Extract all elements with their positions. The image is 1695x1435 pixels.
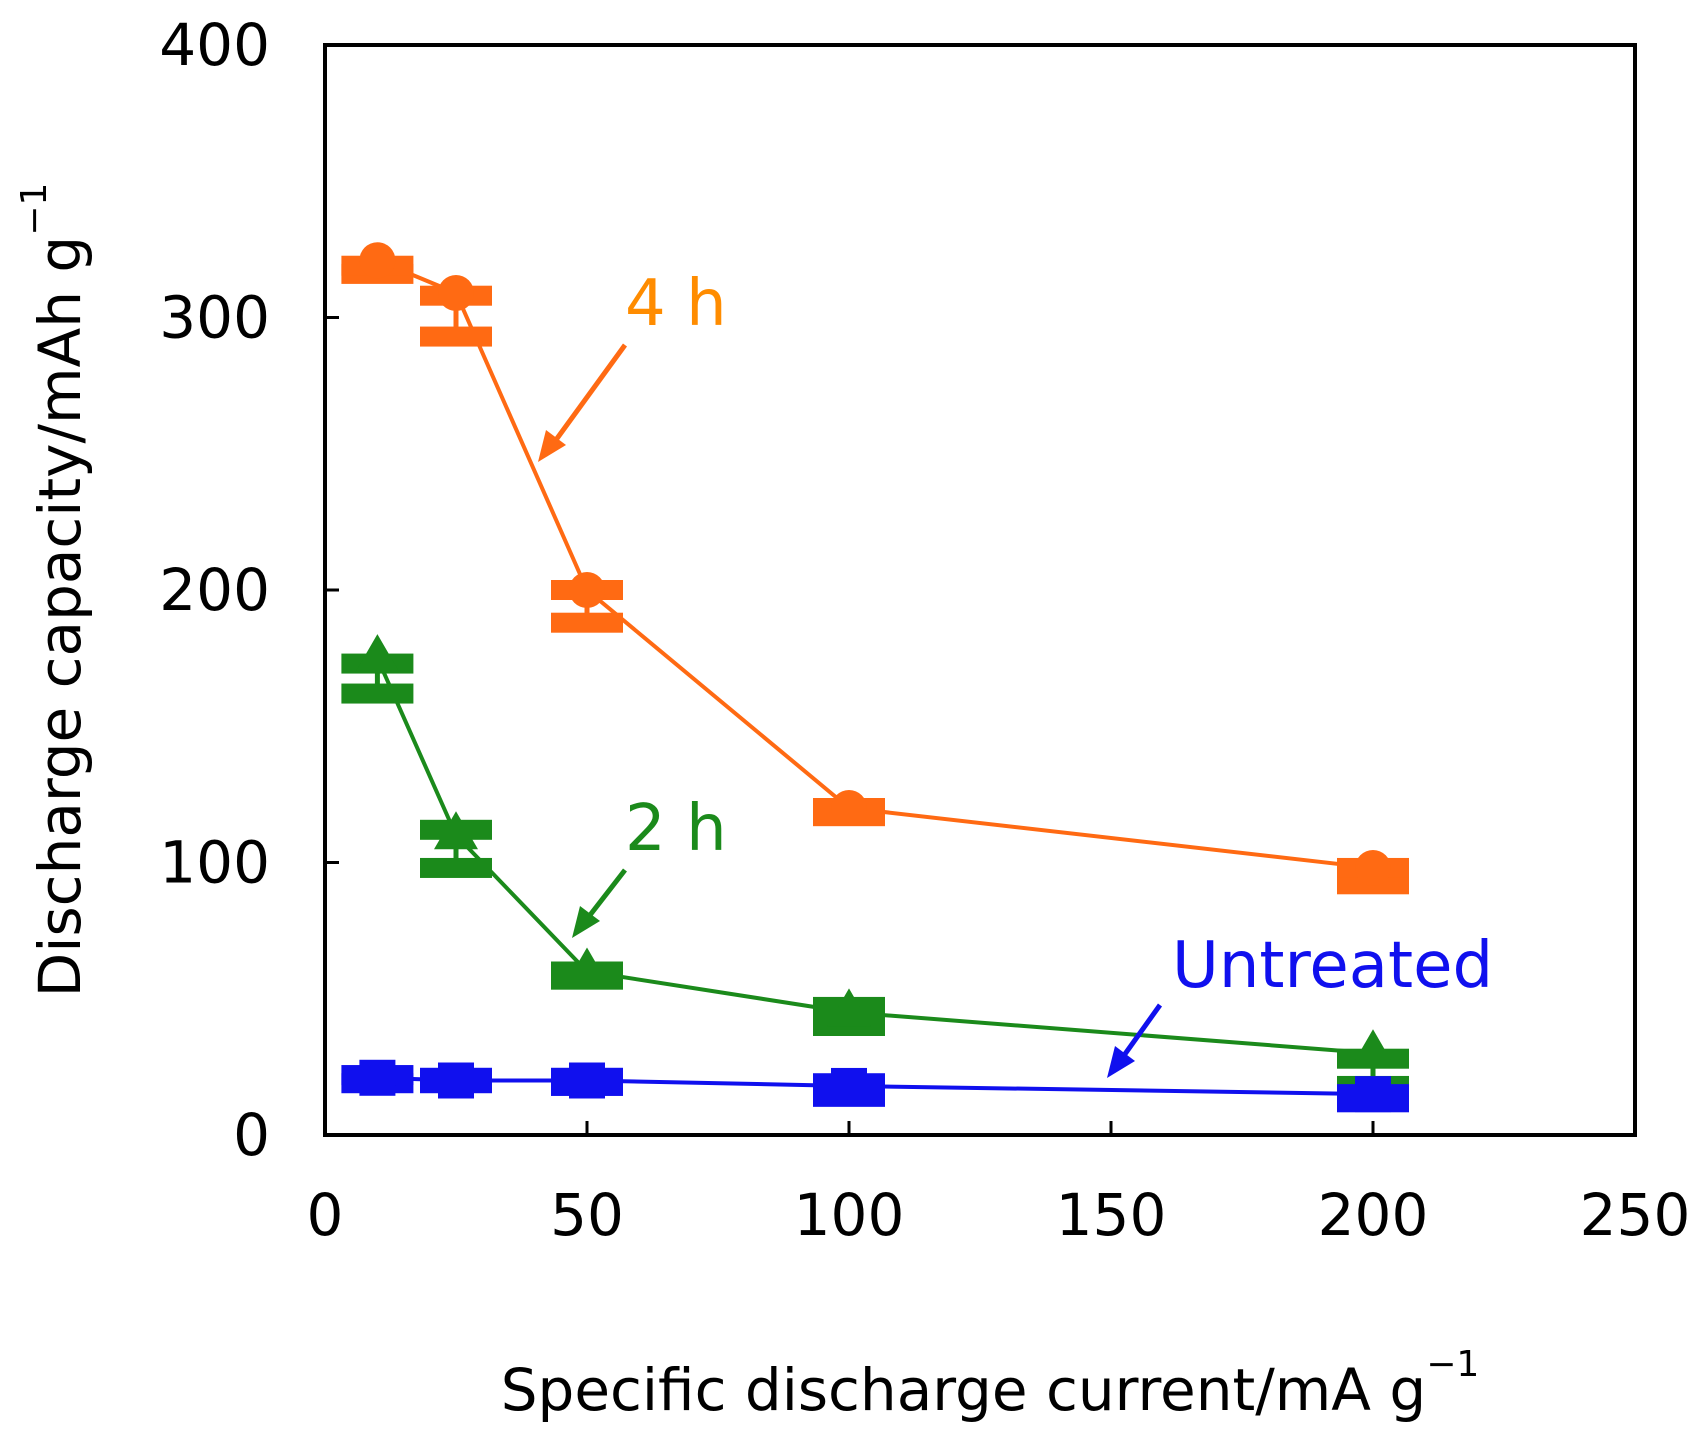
error-cap-low-0-2 (551, 612, 623, 633)
x-tick-label-50: 50 (550, 1181, 624, 1249)
data-point-0-1 (438, 274, 474, 311)
data-point-1-2 (565, 947, 609, 986)
series-2-h (341, 634, 1409, 1096)
x-tick-label-200: 200 (1318, 1181, 1429, 1249)
data-point-0-0 (359, 242, 396, 279)
y-axis-title: Discharge capacity/mAh g−1 (14, 183, 94, 998)
error-cap-low-1-1 (420, 857, 492, 878)
annotation-untreated-arrowhead (1107, 1046, 1135, 1078)
annotation-2h: 2 h (572, 792, 727, 938)
data-point-0-2 (569, 572, 605, 608)
y-tick-label-300: 300 (159, 284, 270, 352)
error-cap-low-1-0 (341, 683, 414, 704)
annotation-untreated-label: Untreated (1172, 929, 1493, 1003)
x-axis-title-main: Specific discharge current/mA g (501, 1356, 1426, 1424)
annotation-4h: 4 h (538, 267, 727, 462)
y-axis-title-main: Discharge capacity/mAh g (26, 236, 94, 998)
annotation-4h-label: 4 h (625, 267, 727, 341)
y-tick-label-200: 200 (159, 556, 270, 624)
data-point-2-3 (831, 1067, 867, 1104)
data-point-0-3 (831, 790, 867, 826)
x-tick-label-100: 100 (794, 1181, 905, 1249)
annotation-2h-label: 2 h (625, 792, 727, 866)
series-untreated (341, 1059, 1409, 1113)
annotation-untreated: Untreated (1107, 929, 1493, 1078)
data-point-2-2 (569, 1062, 605, 1099)
data-point-2-0 (359, 1059, 396, 1096)
y-tick-label-400: 400 (159, 11, 270, 79)
y-tick-label-100: 100 (159, 829, 270, 897)
series-line-0 (376, 258, 1374, 870)
data-point-1-1 (434, 811, 478, 850)
x-tick-label-250: 250 (1580, 1181, 1691, 1249)
error-cap-low-0-1 (420, 326, 492, 347)
data-point-1-3 (827, 988, 871, 1027)
data-point-2-1 (438, 1062, 474, 1099)
x-axis-title-sup: −1 (1426, 1344, 1479, 1385)
x-tick-label-150: 150 (1056, 1181, 1167, 1249)
x-axis-title: Specific discharge current/mA g−1 (501, 1344, 1480, 1424)
data-point-1-0 (355, 634, 400, 673)
data-point-2-4 (1355, 1076, 1391, 1113)
data-point-1-4 (1351, 1029, 1395, 1068)
x-tick-label-0: 0 (307, 1181, 344, 1249)
y-tick-label-0: 0 (233, 1101, 270, 1169)
data-point-0-4 (1355, 849, 1391, 886)
y-axis-title-sup: −1 (14, 183, 55, 236)
annotation-4h-arrow (542, 343, 628, 457)
annotation-2h-arrowhead (572, 906, 600, 938)
annotation-4h-arrowhead (538, 430, 566, 462)
series-4-h (341, 242, 1409, 895)
